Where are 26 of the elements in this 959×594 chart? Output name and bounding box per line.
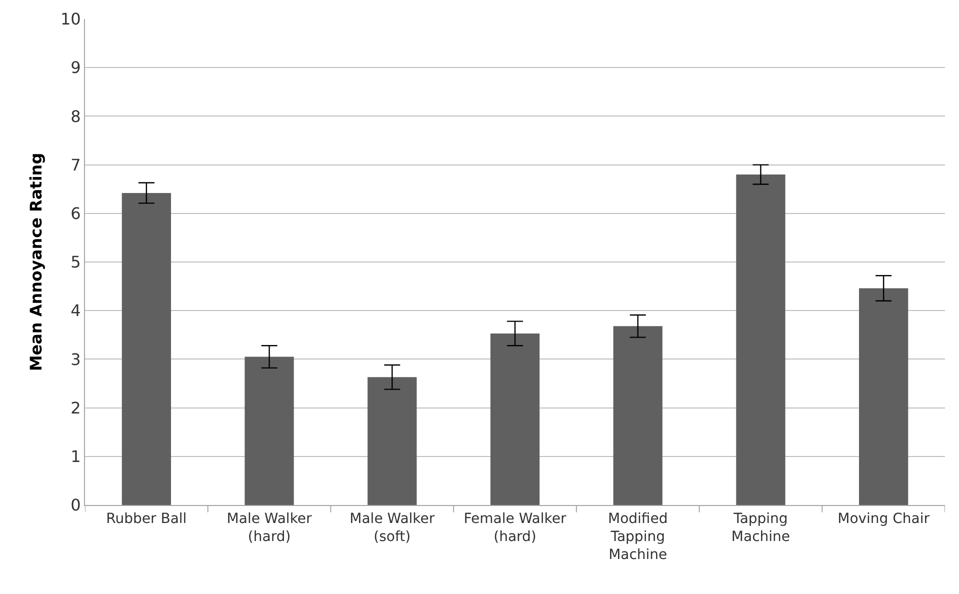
- y-tick-label: 4: [70, 301, 81, 320]
- y-tick-label: 1: [70, 447, 81, 466]
- x-tick-label: Rubber Ball: [106, 510, 187, 527]
- y-tick-label: 10: [60, 10, 81, 29]
- x-tick-label: Male Walker (hard): [226, 510, 312, 545]
- bar: [736, 174, 786, 505]
- x-tick-label: Moving Chair: [838, 510, 930, 527]
- bar: [122, 192, 171, 505]
- x-tick-label: Male Walker (soft): [350, 510, 435, 545]
- x-tick-label: Tapping Machine: [731, 510, 790, 545]
- y-tick-label: 8: [70, 106, 81, 126]
- bar: [859, 288, 908, 505]
- y-tick-label: 6: [70, 204, 81, 223]
- bar: [613, 326, 662, 505]
- x-tick-label: Female Walker (hard): [464, 510, 566, 545]
- x-tick-label: Modified Tapping Machine: [608, 510, 668, 564]
- y-tick-label: 2: [70, 398, 81, 418]
- y-tick-label: 9: [70, 58, 81, 78]
- bar: [244, 356, 294, 505]
- y-axis-title: Mean Annoyance Rating: [26, 152, 46, 372]
- bar: [368, 377, 417, 505]
- y-tick-label: 0: [70, 496, 81, 515]
- y-tick-label: 3: [70, 350, 81, 369]
- bar: [490, 333, 540, 505]
- y-tick-label: 5: [70, 252, 81, 272]
- y-tick-label: 7: [70, 155, 81, 174]
